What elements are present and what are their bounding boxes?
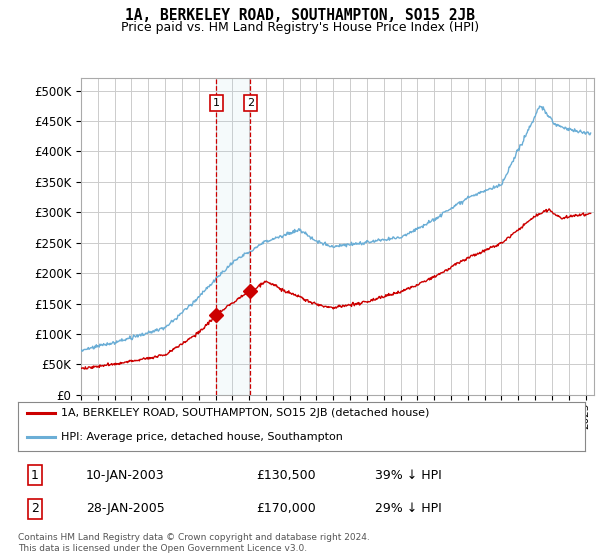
- Text: HPI: Average price, detached house, Southampton: HPI: Average price, detached house, Sout…: [61, 432, 343, 442]
- Text: £130,500: £130,500: [256, 469, 316, 482]
- Text: Contains HM Land Registry data © Crown copyright and database right 2024.
This d: Contains HM Land Registry data © Crown c…: [18, 533, 370, 553]
- Text: Price paid vs. HM Land Registry's House Price Index (HPI): Price paid vs. HM Land Registry's House …: [121, 21, 479, 34]
- Text: 2: 2: [247, 98, 254, 108]
- Bar: [216, 78, 250, 395]
- Text: 29% ↓ HPI: 29% ↓ HPI: [375, 502, 442, 515]
- Text: 1: 1: [213, 98, 220, 108]
- Text: 39% ↓ HPI: 39% ↓ HPI: [375, 469, 442, 482]
- Text: 28-JAN-2005: 28-JAN-2005: [86, 502, 165, 515]
- Text: 2: 2: [31, 502, 39, 515]
- Text: 1A, BERKELEY ROAD, SOUTHAMPTON, SO15 2JB: 1A, BERKELEY ROAD, SOUTHAMPTON, SO15 2JB: [125, 8, 475, 24]
- Text: £170,000: £170,000: [256, 502, 316, 515]
- Text: 1A, BERKELEY ROAD, SOUTHAMPTON, SO15 2JB (detached house): 1A, BERKELEY ROAD, SOUTHAMPTON, SO15 2JB…: [61, 408, 429, 418]
- Text: 10-JAN-2003: 10-JAN-2003: [86, 469, 164, 482]
- Text: 1: 1: [31, 469, 39, 482]
